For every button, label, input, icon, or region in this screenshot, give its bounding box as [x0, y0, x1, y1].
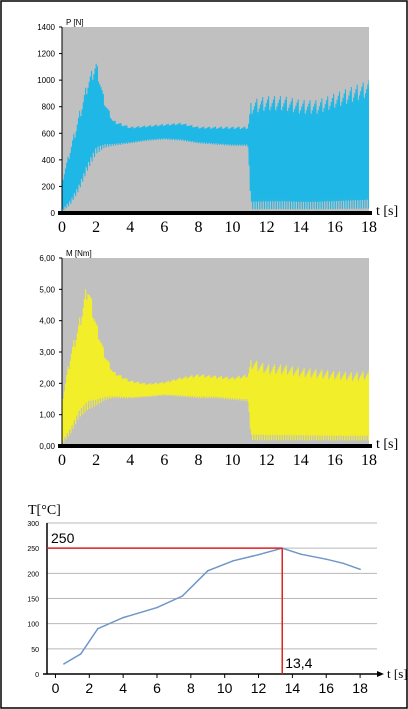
x-tick-label: 12 — [251, 680, 267, 696]
y-tick-label: 1000 — [37, 76, 55, 85]
y-axis-label: P [N] — [66, 18, 84, 27]
x-tick-label: 6 — [160, 452, 168, 469]
y-tick-label: 1200 — [37, 50, 55, 59]
max-time-label: 13,4 — [285, 655, 312, 671]
x-tick-label: 18 — [352, 680, 368, 696]
x-tick-label: 4 — [126, 452, 134, 469]
x-axis-label: t [s] — [376, 204, 398, 219]
temperature-point — [181, 595, 184, 597]
x-tick-label: 8 — [187, 680, 195, 696]
y-axis-label: M [Nm] — [66, 249, 92, 258]
y-tick-label: 200 — [27, 571, 39, 578]
x-tick-label: 10 — [225, 452, 241, 469]
y-tick-label: 150 — [27, 597, 39, 604]
x-tick-label: 6 — [153, 680, 161, 696]
temperature-point — [232, 559, 234, 562]
y-tick-label: 400 — [42, 156, 56, 165]
temperature-chart: 0 50 100 150 200 250 300 0 2 4 6 8 10 12 14 16 18 250 13,4… — [27, 503, 407, 696]
x-tick-label: 2 — [92, 452, 100, 469]
x-tick-label: 12 — [259, 452, 275, 469]
x-tick-label: 8 — [194, 219, 202, 236]
y-tick-label: 300 — [27, 521, 39, 528]
temperature-point — [80, 653, 82, 655]
temperature-point — [156, 606, 158, 609]
force-chart: 0 200 400 600 800 1000 1200 1400 0 2 4 6 8 10 12 14 16 18… — [37, 18, 398, 236]
y-tick-label: 100 — [27, 622, 39, 629]
x-tick-label: 18 — [361, 452, 377, 469]
series-band — [62, 289, 369, 443]
y-tick-label: 5,00 — [39, 285, 55, 294]
x-tick-label: 14 — [285, 680, 301, 696]
x-axis-arrow — [377, 671, 384, 677]
y-tick-label: 250 — [27, 546, 39, 553]
temperature-point — [300, 553, 302, 556]
x-tick-label: 6 — [160, 219, 168, 236]
temperature-point — [206, 570, 209, 572]
x-tick-label: 16 — [327, 452, 343, 469]
x-tick-label: 16 — [327, 219, 343, 236]
x-axis-label: t [s] — [387, 666, 408, 681]
temperature-point — [359, 568, 361, 571]
temperature-point — [63, 663, 65, 665]
temperature-series-line — [63, 547, 361, 665]
temperature-point — [325, 558, 328, 561]
y-tick-label: 0 — [51, 209, 56, 218]
y-tick-label: 600 — [42, 129, 56, 138]
y-tick-label: 1400 — [37, 23, 55, 32]
temperature-point — [122, 616, 124, 619]
x-tick-label: 14 — [293, 452, 309, 469]
y-tick-label: 800 — [42, 103, 56, 112]
y-tick-label: 1,00 — [39, 411, 55, 420]
y-tick-label: 0 — [35, 672, 39, 679]
temperature-point — [96, 627, 99, 630]
series-band — [62, 63, 369, 211]
y-tick-label: 200 — [42, 182, 56, 191]
y-tick-label: 3,00 — [39, 348, 55, 357]
x-tick-label: 14 — [293, 219, 309, 236]
y-tick-label: 0,00 — [39, 442, 55, 451]
x-tick-label: 4 — [119, 680, 127, 696]
y-axis-label: T[°C] — [28, 503, 61, 518]
x-tick-label: 12 — [259, 219, 275, 236]
y-tick-label: 50 — [31, 647, 39, 654]
temperature-point — [257, 553, 260, 556]
y-tick-label: 4,00 — [39, 317, 55, 326]
x-tick-label: 0 — [58, 452, 66, 469]
x-tick-label: 0 — [58, 219, 66, 236]
x-tick-label: 2 — [92, 219, 100, 236]
y-tick-label: 6,00 — [39, 254, 55, 263]
x-tick-label: 18 — [361, 219, 377, 236]
x-tick-label: 10 — [217, 680, 233, 696]
moment-chart: 0,00 1,00 2,00 3,00 4,00 5,00 6,00 0 2 4 6 8 10 12 14 1… — [39, 249, 398, 469]
x-tick-label: 2 — [85, 680, 93, 696]
x-tick-label: 10 — [225, 219, 241, 236]
x-tick-label: 0 — [52, 680, 60, 696]
x-tick-label: 16 — [318, 680, 334, 696]
x-axis-label: t [s] — [376, 437, 398, 452]
temperature-point — [342, 562, 344, 565]
max-temperature-label: 250 — [51, 530, 75, 546]
x-tick-label: 4 — [126, 219, 134, 236]
x-tick-label: 8 — [194, 452, 202, 469]
y-tick-label: 2,00 — [39, 379, 55, 388]
